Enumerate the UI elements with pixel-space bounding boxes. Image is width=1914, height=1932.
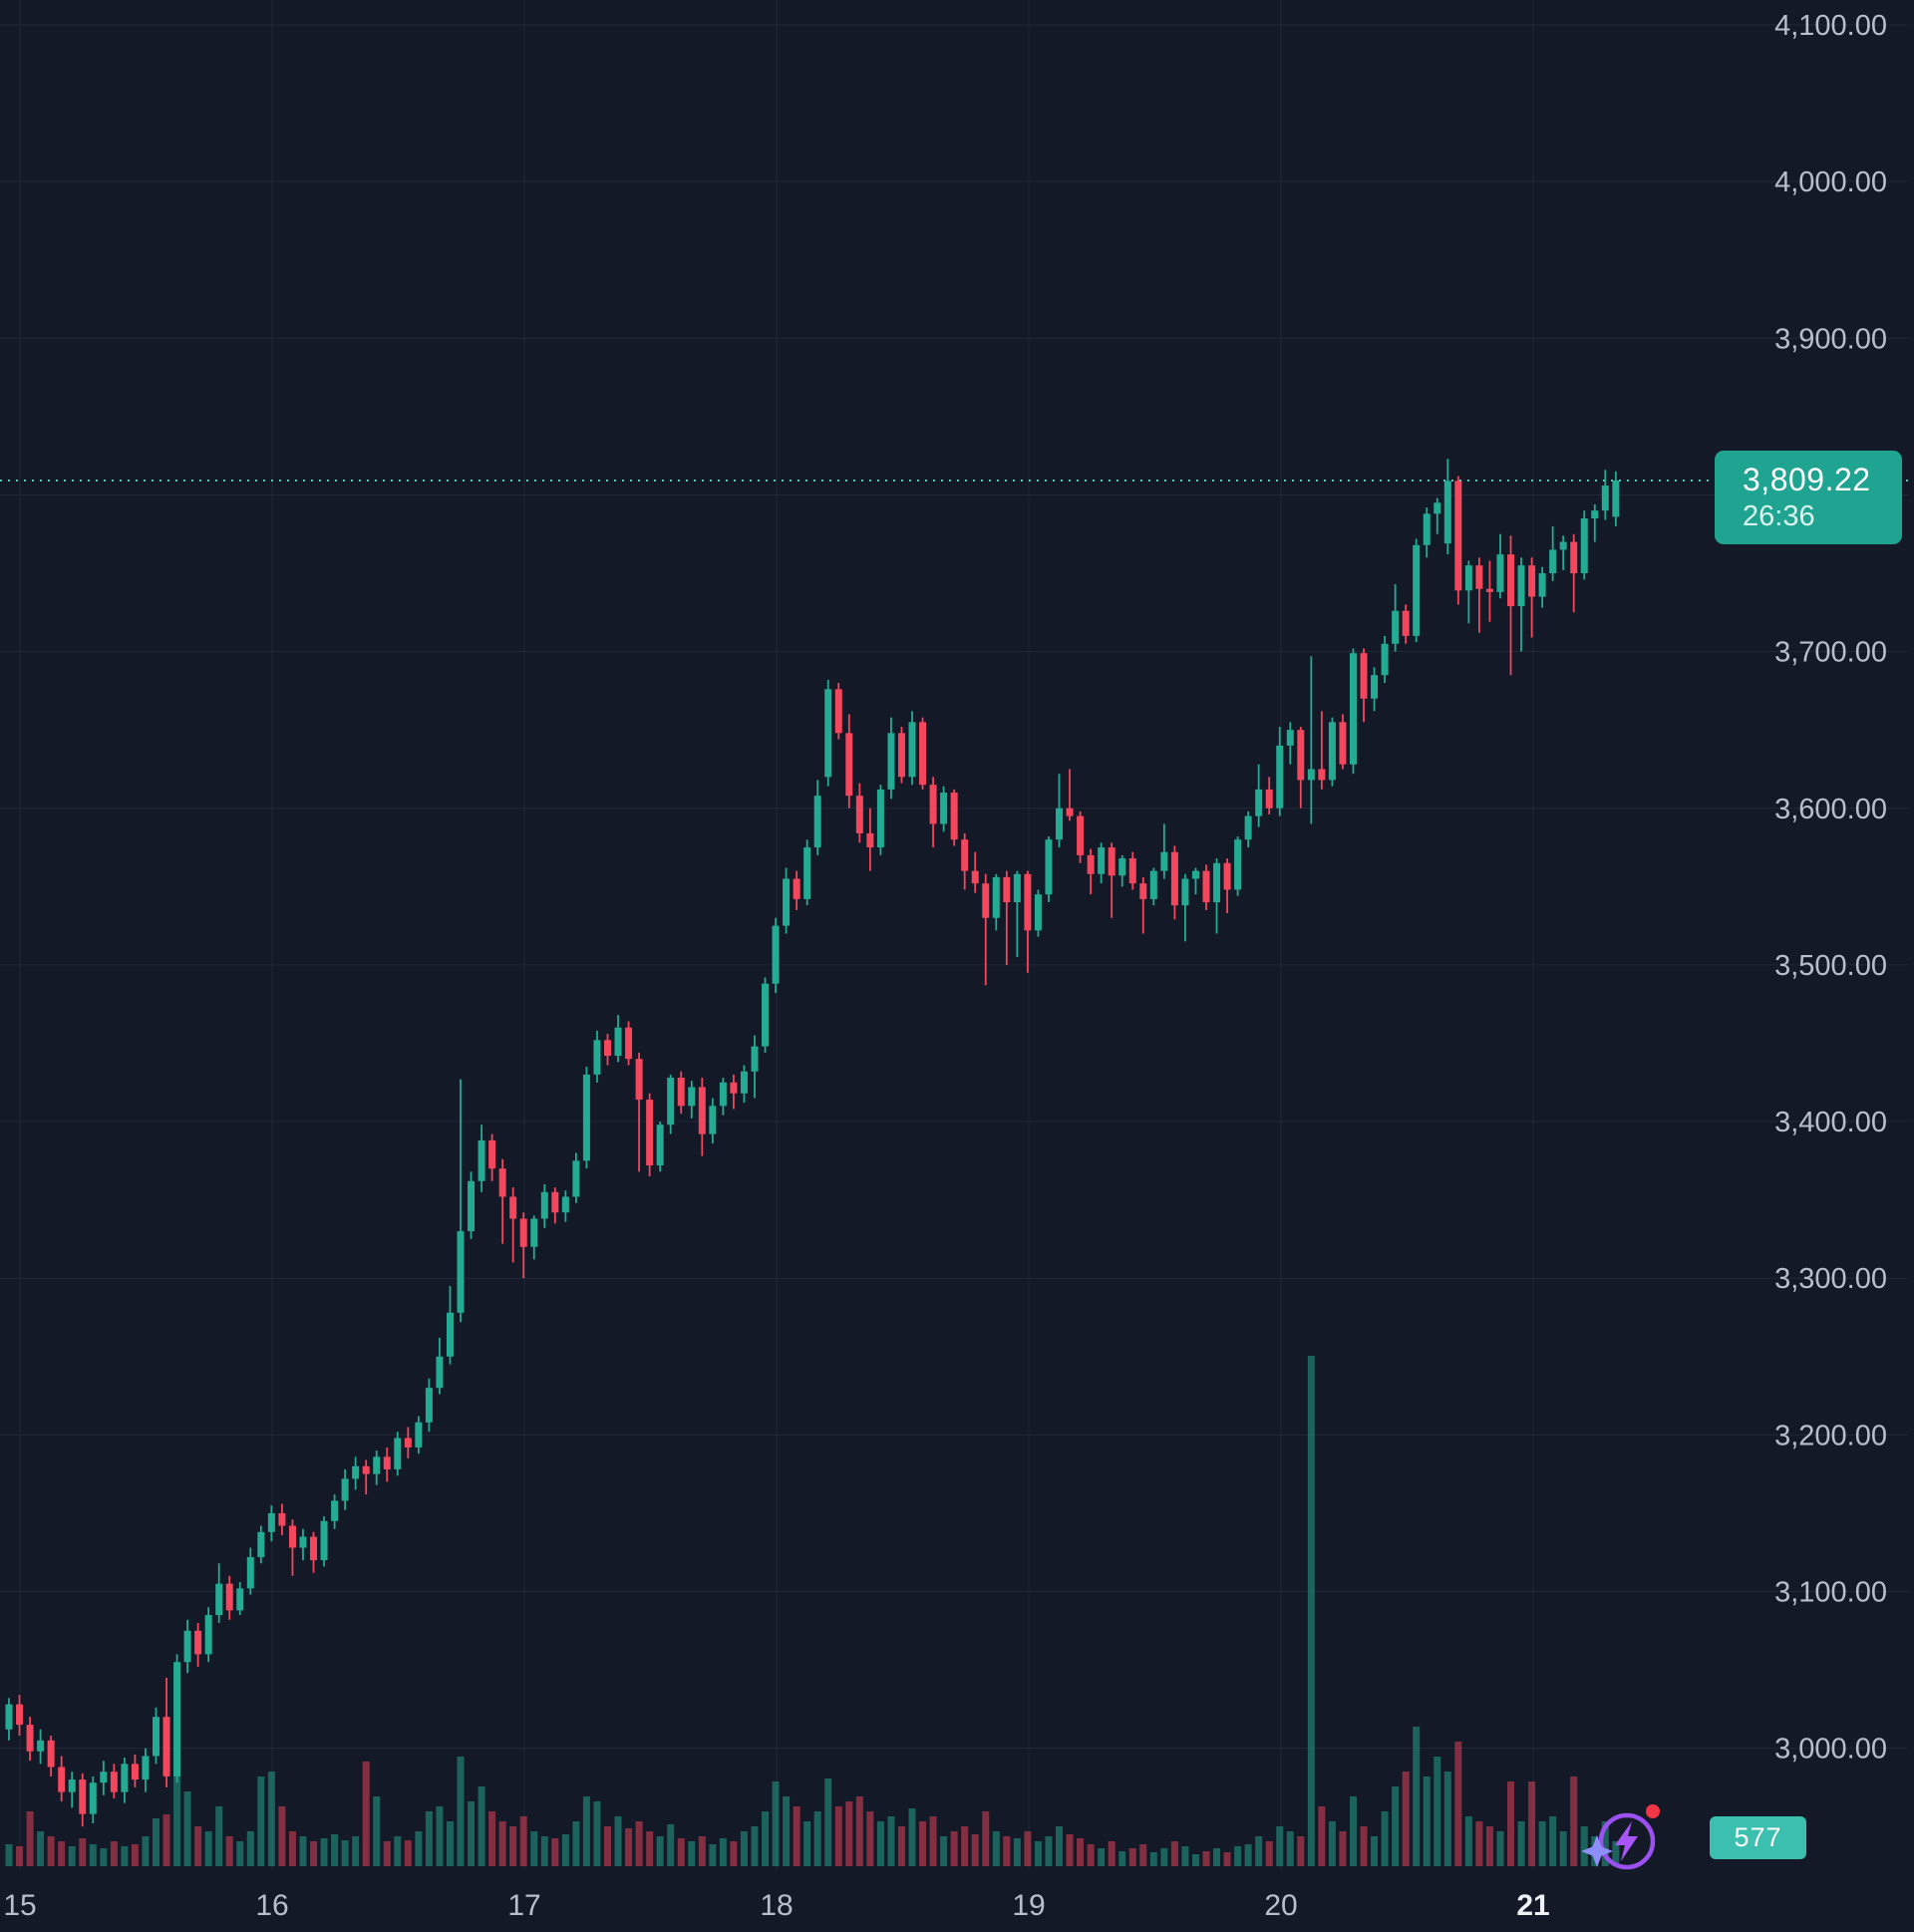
lightning-bolt-icon <box>1615 1821 1638 1861</box>
volume-value-badge: 577 <box>1710 1816 1806 1859</box>
notification-dot <box>1646 1804 1660 1818</box>
svg-text:3,300.00: 3,300.00 <box>1774 1263 1887 1295</box>
svg-text:17: 17 <box>507 1889 540 1922</box>
spark-lightning-assistant-icon[interactable] <box>1578 1799 1670 1877</box>
svg-text:16: 16 <box>255 1889 288 1922</box>
svg-text:18: 18 <box>760 1889 793 1922</box>
time-axis-labels[interactable]: 15 16 17 18 19 20 21 <box>3 1889 1549 1922</box>
svg-text:3,000.00: 3,000.00 <box>1774 1734 1887 1766</box>
candles-layer <box>5 459 1620 1827</box>
svg-text:15: 15 <box>3 1889 36 1922</box>
last-price-label: 3,809.22 26:36 <box>1715 451 1902 544</box>
svg-text:3,500.00: 3,500.00 <box>1774 950 1887 982</box>
svg-text:4,100.00: 4,100.00 <box>1774 10 1887 42</box>
svg-text:4,000.00: 4,000.00 <box>1774 166 1887 198</box>
last-price-value: 3,809.22 <box>1743 462 1871 497</box>
volume-value: 577 <box>1734 1822 1782 1852</box>
svg-text:3,900.00: 3,900.00 <box>1774 323 1887 355</box>
svg-text:3,400.00: 3,400.00 <box>1774 1107 1887 1138</box>
bar-countdown: 26:36 <box>1743 500 1815 533</box>
volume-bars-layer <box>5 1356 1620 1866</box>
svg-text:20: 20 <box>1264 1889 1297 1922</box>
svg-text:21: 21 <box>1516 1889 1549 1922</box>
svg-text:19: 19 <box>1012 1889 1045 1922</box>
svg-text:3,700.00: 3,700.00 <box>1774 637 1887 669</box>
svg-text:3,100.00: 3,100.00 <box>1774 1577 1887 1609</box>
assistant-ring <box>1598 1812 1656 1870</box>
price-axis-labels[interactable]: 4,100.00 4,000.00 3,900.00 3,700.00 3,600.00… <box>1774 10 1887 1766</box>
gridlines <box>0 0 1908 1870</box>
svg-text:3,600.00: 3,600.00 <box>1774 794 1887 825</box>
sparkle-icon <box>1581 1835 1613 1867</box>
svg-text:3,200.00: 3,200.00 <box>1774 1420 1887 1451</box>
